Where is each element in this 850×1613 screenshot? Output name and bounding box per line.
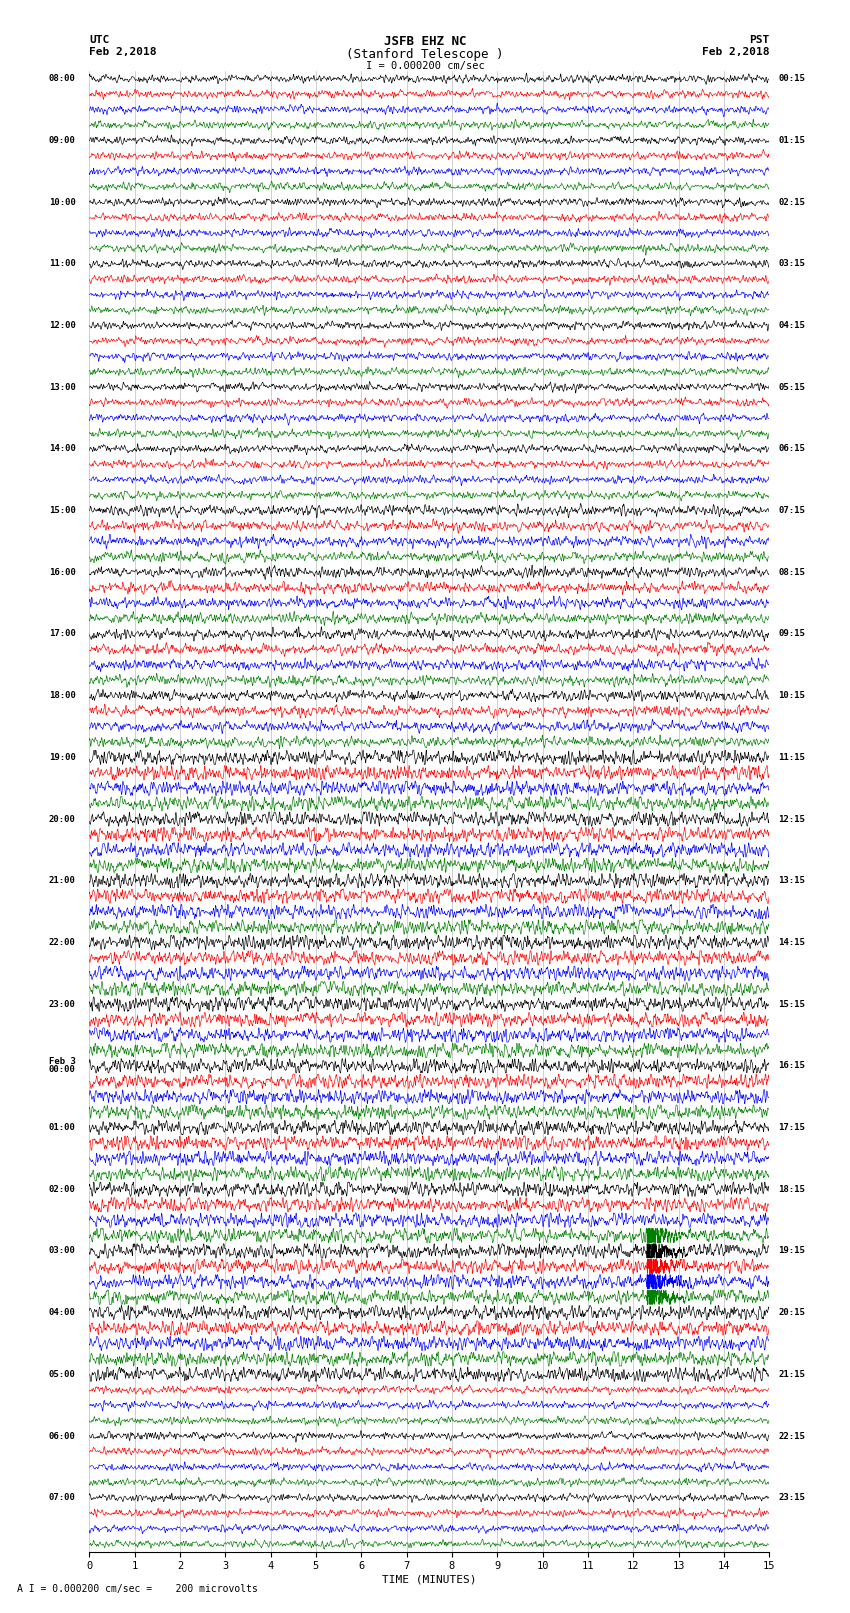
Text: 17:15: 17:15	[779, 1123, 805, 1132]
Text: 15:00: 15:00	[48, 506, 76, 515]
Text: 11:15: 11:15	[779, 753, 805, 761]
Text: 19:00: 19:00	[48, 753, 76, 761]
Text: (Stanford Telescope ): (Stanford Telescope )	[346, 48, 504, 61]
Text: 15:15: 15:15	[779, 1000, 805, 1008]
Text: 20:15: 20:15	[779, 1308, 805, 1318]
Text: 03:00: 03:00	[48, 1247, 76, 1255]
Text: I = 0.000200 cm/sec: I = 0.000200 cm/sec	[366, 61, 484, 71]
Text: 12:15: 12:15	[779, 815, 805, 824]
Text: 01:00: 01:00	[48, 1123, 76, 1132]
Text: Feb 3: Feb 3	[48, 1058, 76, 1066]
Text: 06:15: 06:15	[779, 444, 805, 453]
Text: Feb 2,2018: Feb 2,2018	[89, 47, 156, 56]
Text: 04:00: 04:00	[48, 1308, 76, 1318]
Text: 21:00: 21:00	[48, 876, 76, 886]
Text: 10:00: 10:00	[48, 197, 76, 206]
Text: 21:15: 21:15	[779, 1369, 805, 1379]
Text: A I = 0.000200 cm/sec =    200 microvolts: A I = 0.000200 cm/sec = 200 microvolts	[17, 1584, 258, 1594]
Text: 04:15: 04:15	[779, 321, 805, 331]
Text: 11:00: 11:00	[48, 260, 76, 268]
Text: 14:15: 14:15	[779, 937, 805, 947]
Text: 07:00: 07:00	[48, 1494, 76, 1502]
Text: PST: PST	[749, 35, 769, 45]
Text: 09:00: 09:00	[48, 135, 76, 145]
Text: 09:15: 09:15	[779, 629, 805, 639]
Text: 07:15: 07:15	[779, 506, 805, 515]
Text: 20:00: 20:00	[48, 815, 76, 824]
Text: 13:00: 13:00	[48, 382, 76, 392]
Text: 22:15: 22:15	[779, 1431, 805, 1440]
Text: UTC: UTC	[89, 35, 110, 45]
Text: 02:00: 02:00	[48, 1184, 76, 1194]
Text: 12:00: 12:00	[48, 321, 76, 331]
Text: 01:15: 01:15	[779, 135, 805, 145]
Text: 23:00: 23:00	[48, 1000, 76, 1008]
Text: 22:00: 22:00	[48, 937, 76, 947]
Text: 16:15: 16:15	[779, 1061, 805, 1071]
Text: 05:00: 05:00	[48, 1369, 76, 1379]
Text: 16:00: 16:00	[48, 568, 76, 577]
Text: 08:15: 08:15	[779, 568, 805, 577]
Text: 08:00: 08:00	[48, 74, 76, 84]
Text: 23:15: 23:15	[779, 1494, 805, 1502]
Text: 02:15: 02:15	[779, 197, 805, 206]
Text: 00:00: 00:00	[48, 1065, 76, 1074]
Text: 06:00: 06:00	[48, 1431, 76, 1440]
Text: JSFB EHZ NC: JSFB EHZ NC	[383, 35, 467, 48]
X-axis label: TIME (MINUTES): TIME (MINUTES)	[382, 1574, 477, 1584]
Text: 00:15: 00:15	[779, 74, 805, 84]
Text: 14:00: 14:00	[48, 444, 76, 453]
Text: 13:15: 13:15	[779, 876, 805, 886]
Text: 17:00: 17:00	[48, 629, 76, 639]
Text: 18:00: 18:00	[48, 690, 76, 700]
Text: 18:15: 18:15	[779, 1184, 805, 1194]
Text: 03:15: 03:15	[779, 260, 805, 268]
Text: Feb 2,2018: Feb 2,2018	[702, 47, 769, 56]
Text: 19:15: 19:15	[779, 1247, 805, 1255]
Text: 10:15: 10:15	[779, 690, 805, 700]
Text: 05:15: 05:15	[779, 382, 805, 392]
